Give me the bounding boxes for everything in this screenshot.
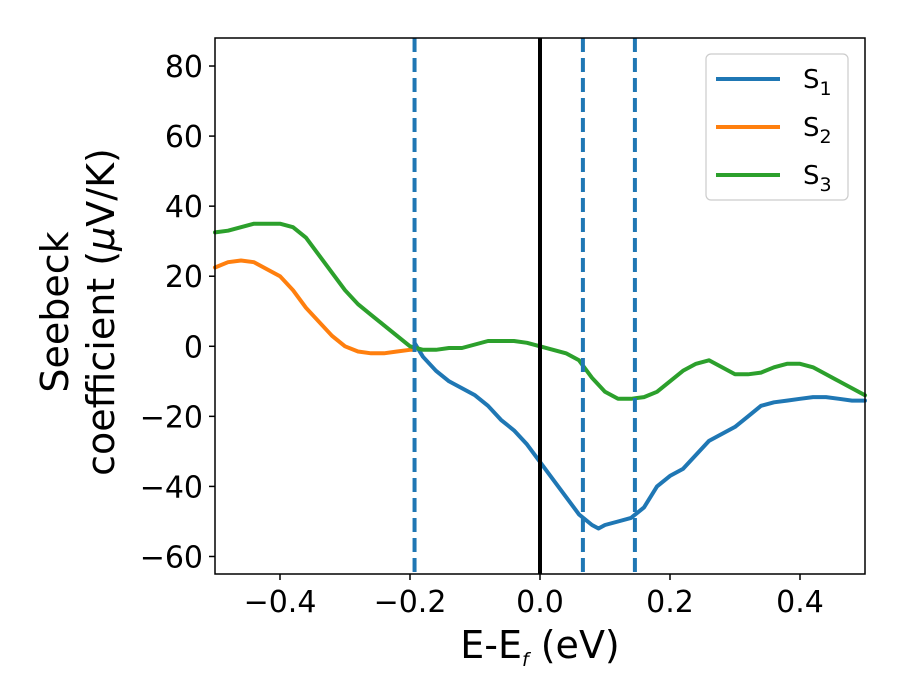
y-tick-label: 0: [184, 330, 203, 365]
series-line-s1: [412, 340, 867, 531]
y-axis-label: Seebeck coefficient (μV/K): [33, 148, 123, 476]
y-tick-label: 80: [165, 50, 203, 85]
y-axis-label-line2: coefficient (μV/K): [79, 148, 123, 476]
y-tick-label: 40: [165, 190, 203, 225]
reference-lines: [412, 38, 637, 574]
legend-label-s3: S3: [803, 161, 832, 196]
y-tick-label: 20: [165, 260, 203, 295]
x-tick-label: −0.4: [244, 585, 317, 620]
legend-label-s2: S2: [803, 113, 832, 148]
x-axis-label: E-Ef (eV): [460, 623, 620, 671]
y-tick-label: −40: [140, 470, 203, 505]
x-tick-label: −0.2: [374, 585, 447, 620]
x-tick-label: 0.0: [516, 585, 564, 620]
y-axis-ticks: −60 −40 −20 0 20 40 60 80: [140, 50, 215, 575]
y-tick-label: −20: [140, 400, 203, 435]
x-axis-ticks: −0.4 −0.2 0.0 0.2 0.4: [244, 574, 824, 620]
legend-label-s1: S1: [803, 65, 832, 100]
x-tick-label: 0.2: [646, 585, 694, 620]
y-tick-label: 60: [165, 120, 203, 155]
legend: S1 S2 S3: [705, 53, 849, 201]
x-tick-label: 0.4: [776, 585, 824, 620]
y-tick-label: −60: [140, 540, 203, 575]
y-axis-label-line1: Seebeck: [33, 231, 77, 392]
series-line-s2: [213, 258, 417, 356]
